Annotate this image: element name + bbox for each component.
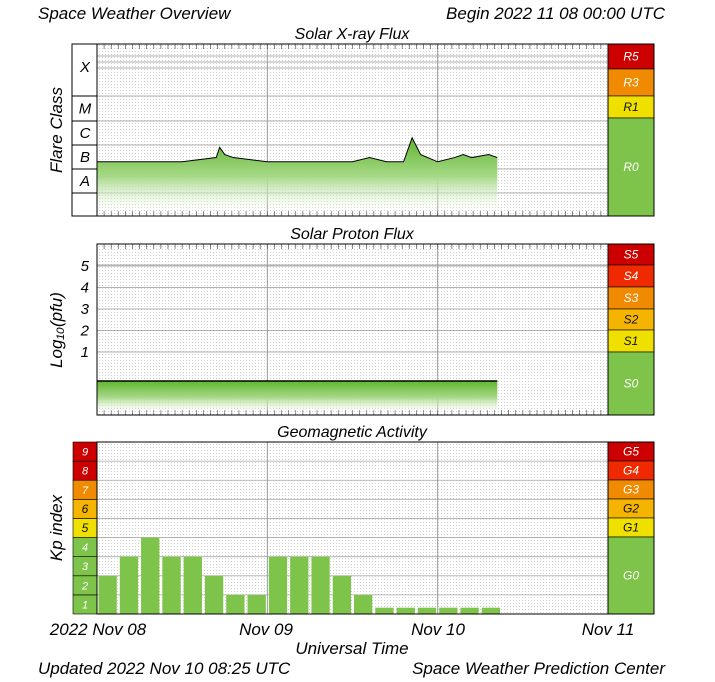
panel-border [96, 441, 655, 615]
x-tick-label: Nov 10 [411, 620, 465, 639]
geomag-panel: 1 2 3 4 5 6 7 8 9 G5 G4 G3 G2 G1 G0 [72, 441, 655, 615]
scale-level-label: R1 [623, 100, 638, 114]
kp-tick-label: 2 [81, 580, 88, 592]
xray-flux-line [97, 136, 498, 163]
xray-flux-fill [97, 137, 498, 216]
scale-level-label: G0 [623, 569, 639, 583]
kp-bar [268, 556, 288, 614]
y-tick-label: 1 [81, 344, 89, 361]
kp-bar [247, 594, 266, 614]
scale-level-label: S3 [624, 291, 639, 305]
xray-y-label: Flare Class [47, 87, 66, 173]
scale-level-box [607, 43, 655, 70]
proton-y-label: Log₁₀(pfu) [47, 292, 66, 368]
kp-tick-label: 5 [82, 521, 89, 535]
proton-flux-fill [97, 381, 498, 414]
y-tick-label: 2 [80, 323, 90, 340]
prediction-center: Space Weather Prediction Center [412, 659, 666, 678]
scale-level-box [607, 351, 655, 416]
geomag-panel-title: Geomagnetic Activity [277, 424, 428, 441]
kp-bar [119, 556, 139, 614]
y-tick-label: 3 [81, 301, 90, 318]
kp-y-label: Kp index [47, 494, 66, 561]
panel-border [96, 243, 655, 416]
y-tick-label: 4 [81, 280, 89, 297]
flare-class-label: M [79, 101, 92, 118]
kp-bar [439, 607, 458, 614]
kp-bar [332, 575, 351, 614]
scale-level-label: S4 [624, 269, 639, 283]
kp-bar [417, 607, 437, 614]
flare-class-label: C [80, 125, 91, 142]
scale-level-label: R3 [623, 76, 639, 90]
plot-background [97, 442, 608, 614]
kp-bar [375, 607, 394, 614]
scale-level-label: G4 [623, 464, 639, 478]
kp-tick-label: 3 [82, 561, 89, 573]
kp-bar [354, 594, 373, 614]
scale-level-label: G5 [623, 445, 639, 459]
scale-level-label: R5 [623, 50, 639, 64]
scale-level-label: S1 [624, 334, 639, 348]
flare-class-label: X [79, 59, 91, 76]
panel-border [96, 43, 655, 217]
kp-tick-label: 6 [82, 502, 89, 516]
kp-bar [226, 594, 245, 614]
xray-panel-title: Solar X-ray Flux [295, 26, 411, 43]
proton-panel-title: Solar Proton Flux [290, 226, 415, 243]
scale-level-label: G2 [623, 502, 639, 516]
kp-bar [481, 607, 501, 614]
kp-bar [311, 556, 330, 614]
begin-time: Begin 2022 11 08 00:00 UTC [446, 4, 666, 23]
kp-bar [460, 607, 479, 614]
proton-panel: 1 2 3 4 5 S5 S4 S3 S2 S1 S0 [80, 243, 655, 416]
scale-level-box [607, 536, 655, 615]
scale-level-label: S2 [624, 313, 639, 327]
kp-tick-label: 7 [82, 485, 89, 497]
kp-bar [162, 556, 181, 614]
kp-bar [141, 537, 160, 614]
kp-tick-label: 8 [82, 466, 89, 478]
kp-bar [204, 575, 224, 614]
kp-bar [183, 556, 202, 614]
scale-level-label: S5 [624, 248, 639, 262]
kp-bar [396, 607, 415, 614]
y-tick-label: 5 [81, 258, 90, 275]
kp-tick-label: 1 [82, 599, 88, 611]
overview-title: Space Weather Overview [38, 4, 232, 23]
kp-tick-label: 9 [82, 447, 88, 459]
x-tick-label: Nov 11 [582, 620, 635, 639]
scale-level-label: R0 [623, 160, 639, 174]
kp-tick-label: 4 [82, 542, 88, 554]
x-axis-label: Universal Time [295, 639, 408, 658]
kp-bar [290, 556, 309, 614]
scale-level-label: G3 [623, 483, 639, 497]
flare-class-label: A [79, 173, 90, 190]
scale-level-label: S0 [624, 377, 639, 391]
updated-time: Updated 2022 Nov 10 08:25 UTC [38, 659, 291, 678]
x-tick-label: 2022 Nov 08 [49, 620, 147, 639]
x-tick-label: Nov 09 [239, 620, 293, 639]
scale-level-label: G1 [623, 521, 639, 535]
flare-class-label: B [80, 149, 90, 166]
kp-bar [98, 575, 117, 614]
